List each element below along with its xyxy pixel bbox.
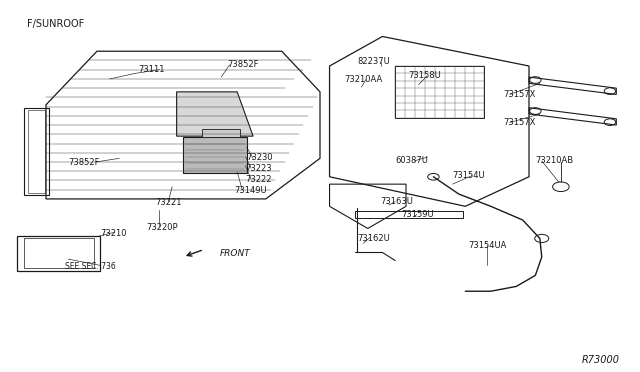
Polygon shape (202, 129, 241, 137)
Text: 73162U: 73162U (357, 234, 390, 243)
Text: 73210: 73210 (100, 229, 127, 238)
Text: 73210AB: 73210AB (536, 156, 573, 166)
Text: 73230: 73230 (246, 153, 273, 162)
Text: FRONT: FRONT (220, 249, 250, 258)
Text: 73154UA: 73154UA (468, 241, 506, 250)
Text: 73220P: 73220P (147, 223, 179, 232)
Text: SEE SEC. 736: SEE SEC. 736 (65, 262, 116, 271)
Text: 73163U: 73163U (381, 197, 413, 206)
Text: 73149U: 73149U (234, 186, 267, 195)
Text: 60387U: 60387U (395, 156, 428, 166)
Text: 73852F: 73852F (228, 60, 259, 69)
Text: 73222: 73222 (245, 175, 271, 184)
Text: 73158U: 73158U (408, 71, 441, 80)
Text: 73852F: 73852F (68, 157, 100, 167)
Text: 73154U: 73154U (452, 171, 485, 180)
Text: 73157X: 73157X (504, 118, 536, 127)
Text: 73157X: 73157X (504, 90, 536, 99)
Polygon shape (183, 137, 246, 173)
Text: 73159U: 73159U (401, 210, 434, 219)
Text: 73210AA: 73210AA (344, 75, 383, 84)
Polygon shape (177, 92, 253, 136)
Text: 73111: 73111 (138, 65, 165, 74)
Text: 82237U: 82237U (357, 57, 390, 66)
Text: 73221: 73221 (156, 198, 182, 207)
Text: F/SUNROOF: F/SUNROOF (27, 19, 84, 29)
Text: R73000: R73000 (581, 355, 620, 365)
Text: 73223: 73223 (245, 164, 271, 173)
